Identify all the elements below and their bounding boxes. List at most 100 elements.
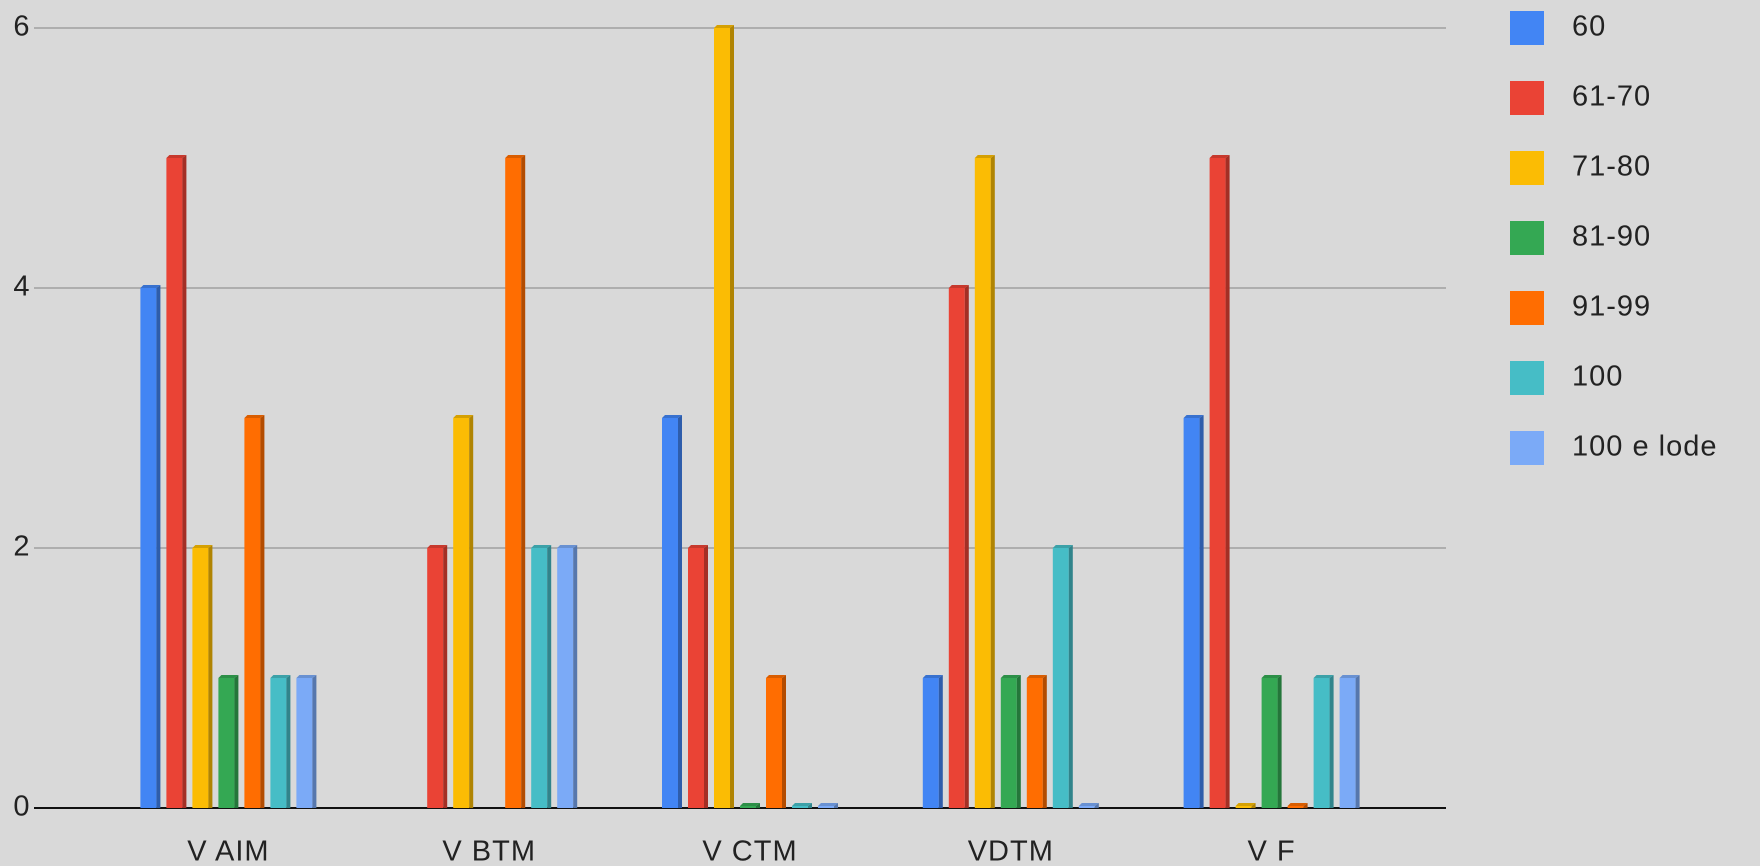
- bar-top: [1287, 803, 1308, 806]
- bar-side: [1277, 675, 1282, 808]
- legend-swatch: [1510, 81, 1544, 115]
- bar-top: [453, 415, 474, 418]
- bar-side: [1068, 545, 1073, 808]
- bar: [1000, 678, 1017, 808]
- bar-side: [208, 545, 213, 808]
- x-tick-label: V BTM: [442, 836, 536, 866]
- bar: [688, 548, 704, 808]
- bar-top: [505, 155, 526, 158]
- y-tick-label: 2: [13, 531, 30, 563]
- legend-label: 61-70: [1572, 81, 1651, 113]
- y-tick-label: 0: [13, 791, 30, 823]
- x-tick-label: V F: [1248, 836, 1296, 866]
- legend-label: 91-99: [1572, 291, 1651, 323]
- bar-side: [834, 803, 838, 808]
- x-tick-label: V AIM: [187, 836, 269, 866]
- bar: [922, 678, 939, 808]
- legend-swatch: [1510, 291, 1544, 325]
- bar-top: [714, 25, 734, 28]
- bar: [557, 548, 574, 808]
- bar-top: [974, 155, 995, 158]
- bar-side: [260, 415, 265, 808]
- bar-top: [557, 545, 578, 548]
- legend-label: 81-90: [1572, 221, 1651, 253]
- bar-side: [964, 285, 969, 808]
- legend-label: 71-80: [1572, 151, 1651, 183]
- bar-top: [1026, 675, 1047, 678]
- bar: [1078, 806, 1095, 808]
- bar-side: [808, 803, 812, 808]
- bar: [1339, 678, 1356, 808]
- bar: [1209, 158, 1226, 808]
- bar-side: [704, 545, 708, 808]
- bar: [818, 806, 834, 808]
- bar-top: [1052, 545, 1073, 548]
- bar-top: [922, 675, 943, 678]
- bar-top: [270, 675, 291, 678]
- bar: [1313, 678, 1330, 808]
- bar-side: [1016, 675, 1021, 808]
- bar-top: [166, 155, 187, 158]
- bar-side: [782, 675, 786, 808]
- bar: [1287, 806, 1304, 808]
- bar-side: [312, 675, 317, 808]
- bar: [1183, 418, 1200, 808]
- bar: [1261, 678, 1278, 808]
- bar-top: [1261, 675, 1282, 678]
- bar: [531, 548, 548, 808]
- bar-side: [547, 545, 552, 808]
- bar-side: [1042, 675, 1047, 808]
- bar-side: [756, 803, 760, 808]
- bar-side: [938, 675, 943, 808]
- bar: [427, 548, 444, 808]
- y-tick-label: 4: [13, 271, 30, 303]
- bar-top: [740, 803, 760, 806]
- bar-top: [792, 803, 812, 806]
- bar-top: [1313, 675, 1334, 678]
- bar-side: [678, 415, 682, 808]
- x-tick-label: VDTM: [968, 836, 1054, 866]
- bar-top: [244, 415, 265, 418]
- bar-top: [1235, 803, 1256, 806]
- bar-top: [766, 675, 786, 678]
- bar: [140, 288, 157, 808]
- bar: [244, 418, 261, 808]
- bar-top: [1183, 415, 1204, 418]
- bar: [766, 678, 782, 808]
- bar-top: [140, 285, 161, 288]
- bar: [192, 548, 209, 808]
- bar-side: [469, 415, 474, 808]
- bar-side: [156, 285, 161, 808]
- legend-swatch: [1510, 151, 1544, 185]
- bar-top: [218, 675, 239, 678]
- bar-side: [1094, 803, 1099, 808]
- bar: [792, 806, 808, 808]
- bar-top: [662, 415, 682, 418]
- legend-swatch: [1510, 361, 1544, 395]
- bar: [270, 678, 287, 808]
- bar-side: [1225, 155, 1230, 808]
- bar-top: [1339, 675, 1360, 678]
- bar-side: [1355, 675, 1360, 808]
- bar-side: [443, 545, 448, 808]
- bar: [948, 288, 965, 808]
- legend-swatch: [1510, 11, 1544, 45]
- legend-swatch: [1510, 431, 1544, 465]
- bar: [1235, 806, 1252, 808]
- bar-side: [1199, 415, 1204, 808]
- bar-top: [1209, 155, 1230, 158]
- bar-side: [990, 155, 995, 808]
- bar-side: [521, 155, 526, 808]
- bar: [505, 158, 522, 808]
- bar-side: [1329, 675, 1334, 808]
- bar-top: [427, 545, 448, 548]
- bar: [1052, 548, 1069, 808]
- bar: [1026, 678, 1043, 808]
- bar-side: [234, 675, 239, 808]
- x-tick-label: V CTM: [702, 836, 797, 866]
- bar: [714, 28, 730, 808]
- bar-top: [192, 545, 213, 548]
- bar: [218, 678, 235, 808]
